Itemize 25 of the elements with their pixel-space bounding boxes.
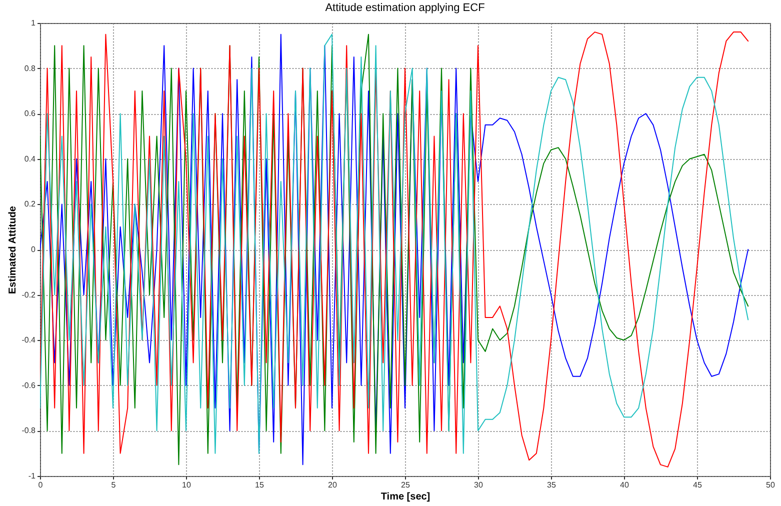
y-tick-label: 1: [31, 18, 36, 28]
x-tick-label: 30: [474, 480, 484, 490]
x-tick-label: 10: [182, 480, 192, 490]
x-tick-label: 15: [255, 480, 264, 490]
x-tick-label: 45: [693, 480, 702, 490]
y-tick-label: -0.2: [22, 290, 36, 300]
y-tick-label: -1: [28, 472, 36, 480]
chart-title: Attitude estimation applying ECF: [325, 2, 486, 14]
y-tick-label: 0.2: [24, 200, 36, 209]
y-tick-label: -0.8: [22, 426, 36, 436]
x-tick-label: 25: [401, 480, 410, 490]
x-tick-label: 40: [620, 480, 630, 490]
y-tick-label: -0.4: [22, 336, 36, 345]
x-tick-label: 0: [38, 480, 44, 490]
x-tick-label: 20: [328, 480, 338, 490]
x-tick-label: 5: [111, 480, 116, 490]
x-tick-label: 50: [766, 480, 776, 490]
x-tick-label: 35: [547, 480, 556, 490]
y-tick-label: 0.4: [24, 154, 36, 164]
x-axis-title: Time [sec]: [380, 492, 430, 502]
y-tick-label: 0.8: [24, 64, 36, 73]
y-axis-title: Estimated Attitude: [8, 206, 19, 294]
y-tick-label: 0: [31, 245, 36, 254]
y-tick-label: -0.6: [22, 380, 36, 390]
y-tick-label: 0.6: [24, 109, 36, 118]
